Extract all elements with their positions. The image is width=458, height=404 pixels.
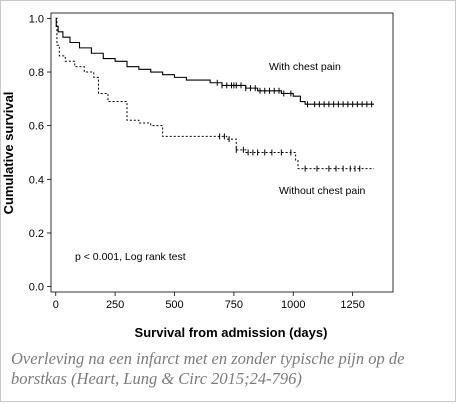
y-tick-label: 0.2 — [29, 228, 44, 240]
x-tick-label: 500 — [165, 299, 183, 311]
x-tick-label: 1250 — [340, 299, 364, 311]
y-tick-label: 1.0 — [29, 13, 44, 25]
x-axis-label: Survival from admission (days) — [135, 325, 328, 340]
x-tick-label: 0 — [53, 299, 59, 311]
series-label-without-chest-pain: Without chest pain — [279, 185, 366, 197]
km-plot: Cumulative survival Survival from admiss… — [1, 3, 451, 343]
y-tick-label: 0.0 — [29, 282, 44, 294]
y-tick-label: 0.4 — [29, 174, 44, 186]
figure-caption: Overleving na een infarct met en zonder … — [11, 349, 405, 388]
survival-curves — [55, 17, 374, 172]
y-axis-label: Cumulative survival — [1, 92, 16, 215]
x-tick-label: 750 — [225, 299, 243, 311]
p-value-annotation: p < 0.001, Log rank test — [75, 251, 186, 263]
x-tick-label: 1000 — [281, 299, 305, 311]
y-tick-label: 0.6 — [29, 121, 44, 133]
y-tick-label: 0.8 — [29, 67, 44, 79]
series-label-with-chest-pain: With chest pain — [269, 61, 341, 73]
survival-curve-with-chest-pain — [55, 17, 374, 105]
plot-background — [31, 3, 451, 343]
plot-frame — [50, 12, 394, 293]
survival-curve-without-chest-pain — [55, 17, 374, 170]
axes: 0.0 0.2 0.4 0.6 0.8 1.0 0 250 500 750 1000 1250 — [29, 12, 394, 311]
x-tick-label: 250 — [106, 299, 124, 311]
